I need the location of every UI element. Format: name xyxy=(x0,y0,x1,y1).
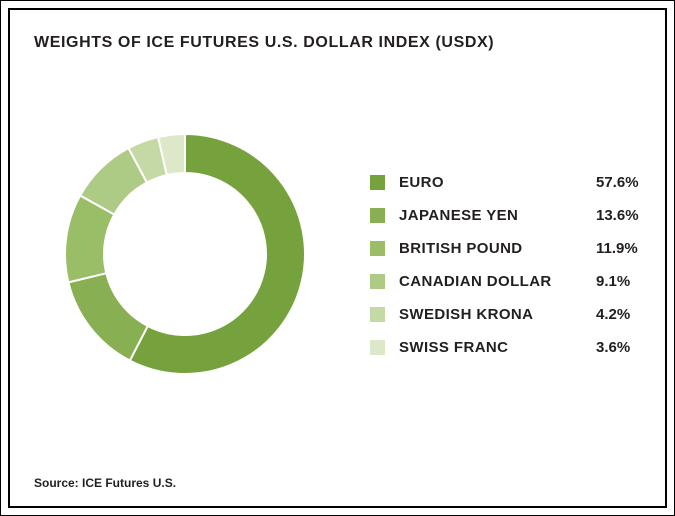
legend-value: 3.6% xyxy=(596,339,631,356)
legend-label: EURO xyxy=(399,174,444,191)
legend-label: JAPANESE YEN xyxy=(399,207,519,224)
legend-value: 13.6% xyxy=(596,207,639,224)
legend-item: CANADIAN DOLLAR 9.1% xyxy=(370,271,648,292)
source-note: Source: ICE Futures U.S. xyxy=(34,476,177,490)
donut-slice xyxy=(156,132,186,177)
legend-value: 57.6% xyxy=(596,174,639,191)
legend-item: BRITISH POUND 11.9% xyxy=(370,238,648,259)
legend-swatch xyxy=(370,175,385,190)
legend-swatch xyxy=(370,274,385,289)
legend-label: SWISS FRANC xyxy=(399,339,509,356)
legend-value: 11.9% xyxy=(596,240,638,257)
legend-item: SWISS FRANC 3.6% xyxy=(370,337,648,358)
donut-chart xyxy=(64,132,306,375)
legend-item: SWEDISH KRONA 4.2% xyxy=(370,304,648,325)
legend-value: 4.2% xyxy=(596,306,631,323)
legend-label: BRITISH POUND xyxy=(399,240,523,257)
legend-swatch xyxy=(370,241,385,256)
chart-title: WEIGHTS OF ICE FUTURES U.S. DOLLAR INDEX… xyxy=(34,34,495,51)
donut-slice xyxy=(67,271,150,362)
legend-label: CANADIAN DOLLAR xyxy=(399,273,552,290)
legend-swatch xyxy=(370,307,385,322)
figure-inner-border: WEIGHTS OF ICE FUTURES U.S. DOLLAR INDEX… xyxy=(8,8,667,508)
legend-swatch xyxy=(370,340,385,355)
legend-item: EURO 57.6% xyxy=(370,172,648,193)
donut-slice xyxy=(128,132,306,375)
legend-label: SWEDISH KRONA xyxy=(399,306,534,323)
legend-item: JAPANESE YEN 13.6% xyxy=(370,205,648,226)
legend-swatch xyxy=(370,208,385,223)
legend: EURO 57.6% JAPANESE YEN 13.6% BRITISH POUND 1… xyxy=(370,172,648,370)
legend-value: 9.1% xyxy=(596,273,631,290)
